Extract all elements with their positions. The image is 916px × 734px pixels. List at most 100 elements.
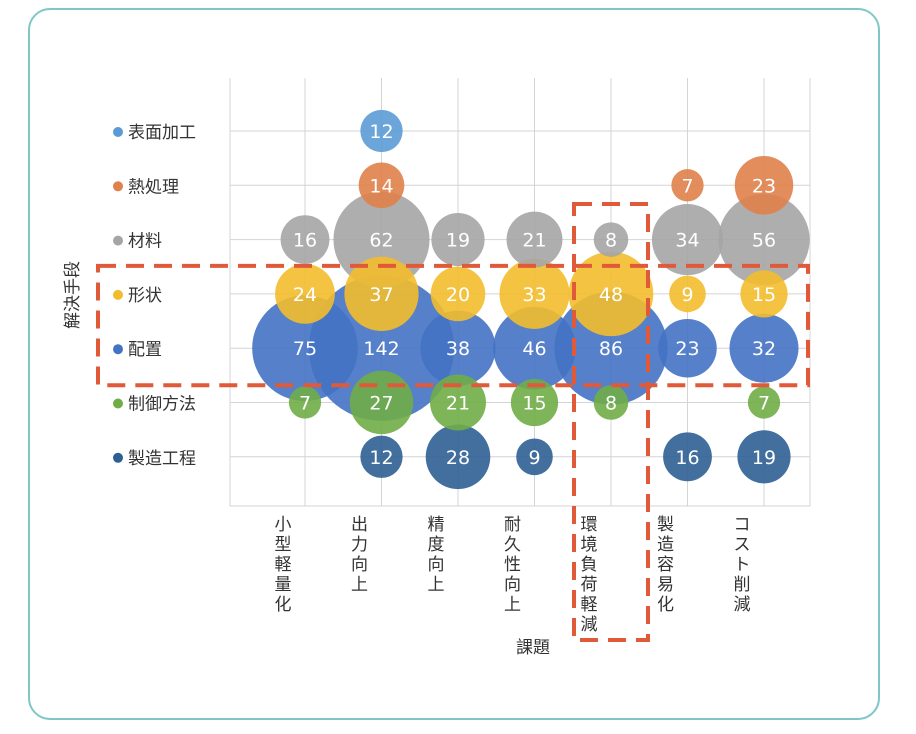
bubble-value-label: 142 bbox=[363, 338, 399, 360]
bubble bbox=[430, 266, 486, 322]
row-label: 形状 bbox=[128, 286, 162, 306]
bubble bbox=[740, 270, 788, 318]
bubble-value-label: 27 bbox=[369, 393, 393, 415]
bubble bbox=[593, 222, 629, 257]
bubble-value-label: 46 bbox=[522, 338, 546, 360]
bubble-value-label: 7 bbox=[299, 393, 311, 415]
legend-marker bbox=[113, 398, 123, 409]
bubble-value-label: 86 bbox=[599, 338, 623, 360]
bubble bbox=[333, 191, 430, 288]
bubble-value-label: 34 bbox=[675, 230, 699, 252]
bubble bbox=[734, 156, 794, 215]
bubble bbox=[420, 310, 496, 386]
legend-marker bbox=[113, 127, 123, 137]
bubble bbox=[288, 386, 322, 419]
legend-marker bbox=[113, 344, 123, 355]
bubble-value-label: 38 bbox=[446, 338, 470, 360]
bubble bbox=[737, 430, 791, 484]
legend-marker bbox=[113, 452, 123, 463]
bubble-value-label: 8 bbox=[605, 393, 617, 415]
bubble-value-label: 75 bbox=[293, 338, 317, 360]
row-label: 制御方法 bbox=[128, 395, 196, 415]
bubble bbox=[431, 213, 485, 267]
chart-frame bbox=[28, 8, 880, 720]
highlight-column-box bbox=[572, 202, 650, 642]
bubble bbox=[344, 256, 419, 332]
column-label: 精度向上 bbox=[428, 515, 445, 595]
bubble bbox=[280, 215, 330, 264]
bubble-value-label: 23 bbox=[752, 175, 776, 197]
bubble-value-label: 9 bbox=[528, 447, 540, 469]
x-axis-title: 課題 bbox=[516, 638, 550, 658]
bubble bbox=[252, 295, 358, 402]
column-labels: 小型軽量化 出力向上 精度向上 耐久性向上 環境負荷軽減 製造容易化 コスト削減 bbox=[275, 515, 751, 635]
bubble bbox=[593, 385, 629, 420]
bubble-value-label: 12 bbox=[369, 447, 393, 469]
bubble bbox=[430, 374, 486, 431]
bubble-value-label: 12 bbox=[369, 121, 393, 143]
bubble-value-label: 15 bbox=[522, 393, 546, 415]
bubble-value-label: 16 bbox=[293, 230, 317, 252]
highlight-rows-box bbox=[96, 263, 810, 388]
bubble-value-label: 62 bbox=[369, 230, 393, 252]
bubble-value-label: 15 bbox=[752, 284, 776, 306]
bubble-value-label: 14 bbox=[369, 175, 393, 197]
bubble-value-label: 16 bbox=[675, 447, 699, 469]
bubble bbox=[358, 162, 405, 209]
column-label: 出力向上 bbox=[351, 515, 368, 595]
bubble-value-label: 21 bbox=[446, 393, 470, 415]
bubble bbox=[568, 251, 654, 337]
bubble-value-label: 24 bbox=[293, 284, 317, 306]
bubble-value-label: 37 bbox=[369, 284, 393, 306]
bubble bbox=[425, 424, 491, 490]
bubble bbox=[275, 264, 335, 324]
bubble bbox=[360, 435, 403, 478]
bubble bbox=[493, 306, 576, 390]
row-label: 配置 bbox=[128, 340, 162, 360]
bubble bbox=[729, 313, 799, 383]
row-label: 熱処理 bbox=[128, 177, 179, 197]
bubble-value-label: 7 bbox=[758, 393, 770, 415]
legend-marker bbox=[113, 181, 123, 192]
bubble bbox=[669, 275, 706, 313]
bubbles: 142 86 75 62 56 48 46 38 37 34 33 32 28 27 24 23 23 21 21 2… bbox=[252, 109, 810, 490]
bubble bbox=[747, 386, 781, 419]
bubble-value-label: 20 bbox=[446, 284, 470, 306]
legend-marker bbox=[113, 235, 123, 246]
bubble bbox=[510, 378, 559, 427]
bubble-value-label: 48 bbox=[599, 284, 623, 306]
bubble bbox=[663, 432, 712, 482]
bubble-value-label: 9 bbox=[681, 284, 693, 306]
row-label: 材料 bbox=[128, 232, 162, 252]
column-label: 耐久性向上 bbox=[504, 515, 521, 615]
bubble bbox=[360, 109, 403, 153]
bubble bbox=[671, 169, 704, 202]
highlight-boxes bbox=[96, 202, 810, 642]
bubble-value-label: 56 bbox=[752, 230, 776, 252]
bubble bbox=[506, 211, 563, 268]
bubble bbox=[516, 438, 553, 476]
bubble-value-label: 33 bbox=[522, 284, 546, 306]
bubble-value-label: 19 bbox=[752, 447, 776, 469]
bubble-value-label: 32 bbox=[752, 338, 776, 360]
y-axis-title: 解決手段 bbox=[63, 261, 83, 329]
row-label: 表面加工 bbox=[128, 123, 196, 143]
bubble bbox=[651, 204, 724, 276]
bubble-value-label: 28 bbox=[446, 447, 470, 469]
column-label: 製造容易化 bbox=[657, 515, 674, 615]
bubble-value-label: 23 bbox=[675, 338, 699, 360]
bubble bbox=[658, 318, 717, 378]
bubble-value-label: 7 bbox=[681, 175, 693, 197]
bubble bbox=[718, 193, 810, 286]
bubble-value-label: 8 bbox=[605, 230, 617, 252]
column-label: コスト削減 bbox=[734, 515, 751, 615]
column-label: 小型軽量化 bbox=[275, 515, 292, 615]
row-label: 製造工程 bbox=[128, 449, 196, 469]
bubble-value-label: 21 bbox=[522, 230, 546, 252]
legend-marker bbox=[113, 289, 123, 300]
bubble bbox=[499, 258, 570, 329]
column-label: 環境負荷軽減 bbox=[581, 515, 598, 635]
bubble-value-label: 19 bbox=[446, 230, 470, 252]
